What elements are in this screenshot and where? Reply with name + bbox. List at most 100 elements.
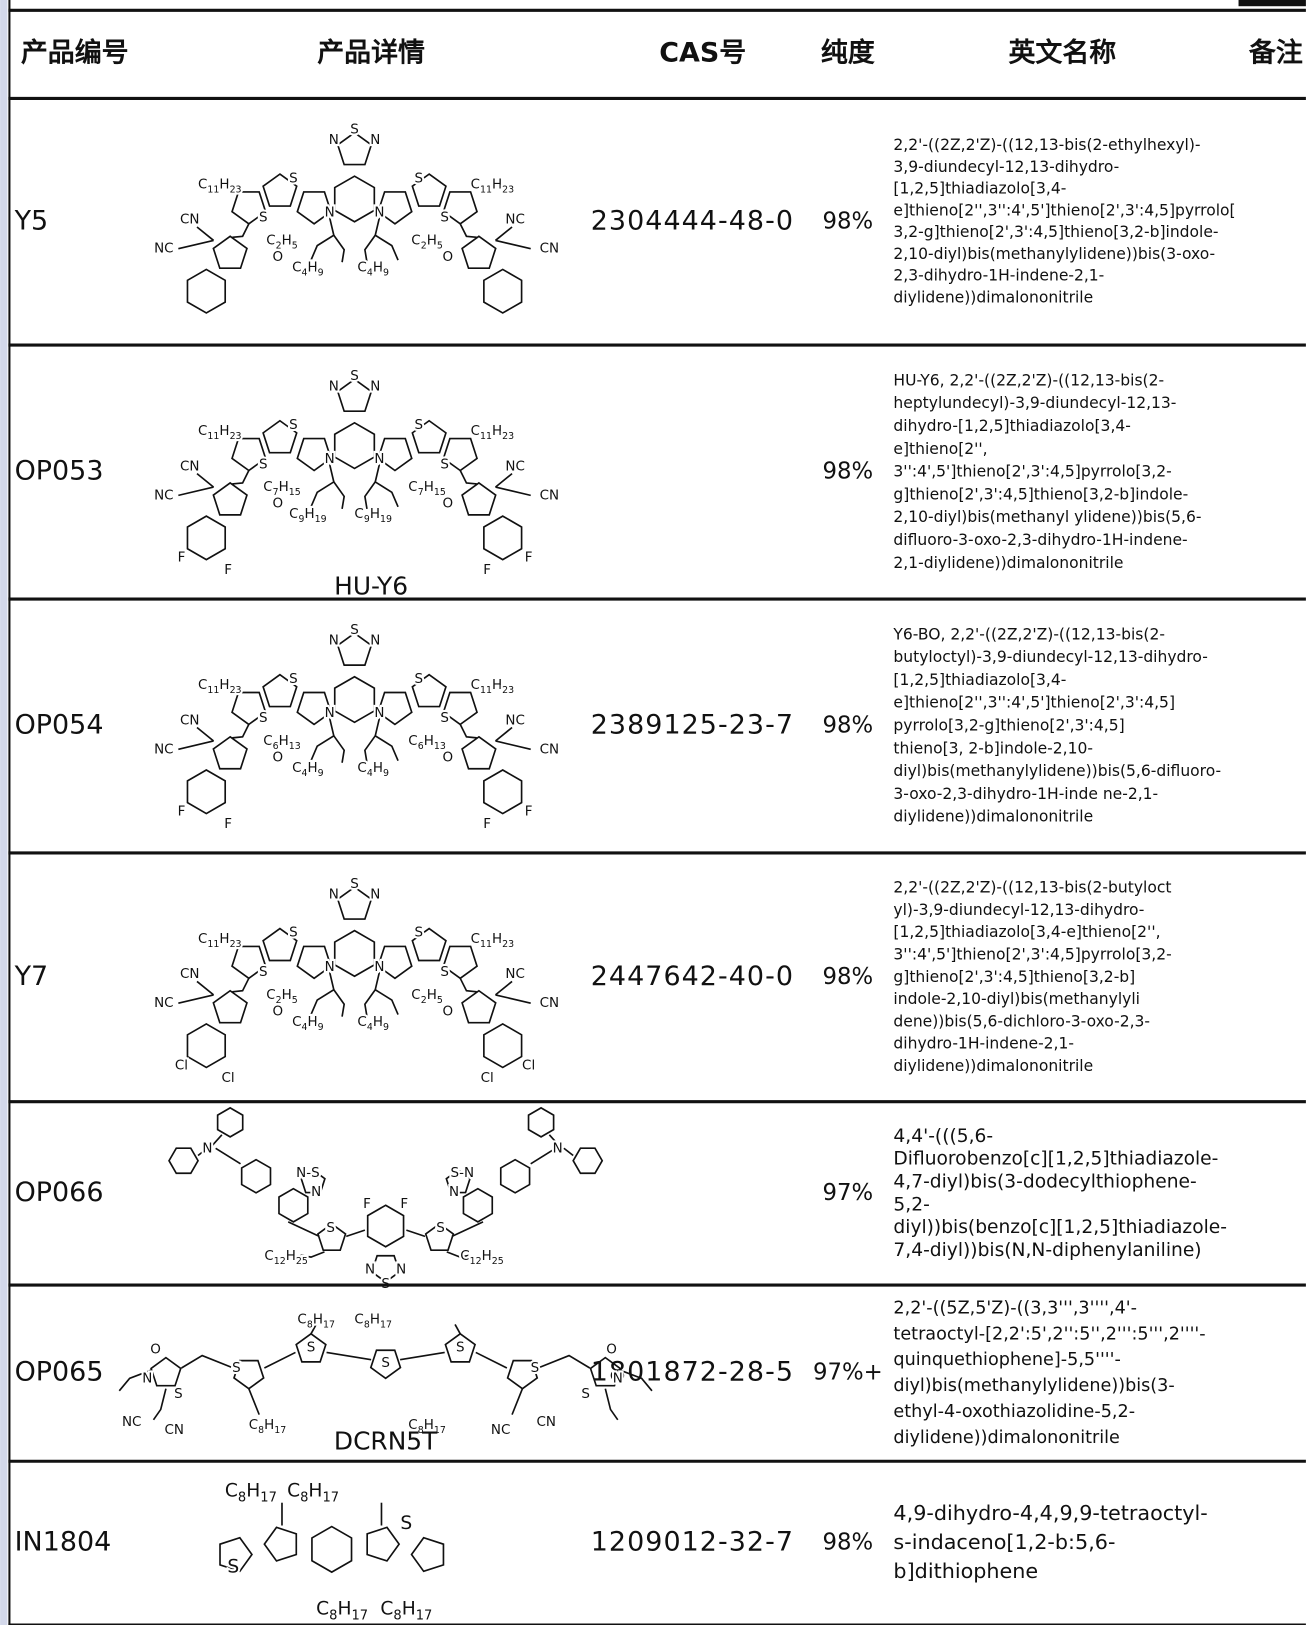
structure-label: S-N <box>451 1165 475 1181</box>
bond <box>451 1221 484 1238</box>
structure-label: C6H13 <box>408 733 446 752</box>
bond <box>240 1158 272 1194</box>
structure-label: C11H23 <box>471 931 515 950</box>
bond <box>231 191 267 225</box>
english-name-line: 2,1-diylidene))dimalononitrile <box>893 554 1123 572</box>
english-name-line: diyl)bis(methanylylidene))bis(3- <box>893 1376 1174 1396</box>
english-name-line: 3,9-diundecyl-12,13-dihydro- <box>893 158 1119 176</box>
structure-label: C8H17 <box>354 1311 392 1330</box>
bond <box>483 268 523 314</box>
structure-label: CN <box>540 487 559 503</box>
structure-label: CN <box>180 212 199 228</box>
structure-label: C8H17 <box>297 1311 335 1330</box>
structure-label: C2H5 <box>266 987 298 1006</box>
structure-label: C4H9 <box>292 760 324 779</box>
bond <box>619 1369 653 1392</box>
structure-label: S <box>227 1556 239 1577</box>
structure-label: N <box>374 959 384 975</box>
bond <box>310 971 335 1015</box>
bond <box>262 927 298 962</box>
product-code: Y5 <box>14 205 49 236</box>
structure-label: N <box>374 451 384 467</box>
structure-label: S <box>415 417 424 433</box>
cas-number: 2304444-48-0 <box>591 205 794 236</box>
structure-label: N <box>449 1184 459 1200</box>
structure-label: O <box>273 750 284 766</box>
bond <box>333 675 376 724</box>
bond <box>150 1356 182 1387</box>
structure-label: S <box>259 964 268 980</box>
header-cell: 英文名称 <box>1008 36 1116 68</box>
bond <box>181 1354 234 1369</box>
bond <box>494 726 513 742</box>
english-name-line: [1,2,5]thiadiazolo[3,4- <box>893 180 1066 198</box>
structure-label: C12H25 <box>460 1248 504 1267</box>
structure-label: O <box>442 249 453 265</box>
structure-label: S <box>350 622 359 638</box>
structure-label: CN <box>180 712 199 728</box>
structure-label: C8H17 <box>316 1598 368 1624</box>
structure-label: S <box>440 964 449 980</box>
bond <box>300 1169 326 1194</box>
bond <box>310 718 335 762</box>
english-name-line: butyloctyl)-3,9-diundecyl-12,13-dihydro- <box>893 648 1207 666</box>
english-name-line: 2,2'-((2Z,2'Z)-((12,13-bis(2-ethylhexyl)… <box>893 136 1200 154</box>
structure-label: C2H5 <box>411 987 443 1006</box>
bond <box>186 268 227 314</box>
structure-label: C4H9 <box>357 259 389 278</box>
structure-label: S <box>350 876 359 892</box>
bond <box>461 481 497 516</box>
structure-label: N-S <box>296 1165 320 1181</box>
product-code: OP054 <box>15 709 104 740</box>
structure-label: O <box>273 249 284 265</box>
structure-label: C4H9 <box>357 1014 389 1033</box>
bond <box>411 927 447 962</box>
bond <box>333 989 346 1017</box>
structure-label: S <box>415 170 424 186</box>
structure-label: F <box>224 562 232 578</box>
purity: 98% <box>823 208 874 234</box>
structure-label: N <box>329 132 339 148</box>
header-cell: 纯度 <box>821 36 875 68</box>
structure-label: C11H23 <box>471 423 515 442</box>
purity: 98% <box>823 459 874 485</box>
structure-label: O <box>273 496 284 512</box>
bond <box>494 980 513 996</box>
bond <box>211 1134 223 1146</box>
english-name-line: Y6-BO, 2,2'-((2Z,2'Z)-((12,13-bis(2- <box>892 625 1165 643</box>
structure-label: C6H13 <box>263 733 301 752</box>
bond <box>295 1332 327 1363</box>
english-name-line: 4,4'-(((5,6- <box>893 1126 993 1147</box>
bond <box>316 1222 347 1251</box>
structure-label: S <box>259 456 268 472</box>
english-name-line: 2,10-diyl)bis(methanyl ylidene))bis(5,6- <box>893 508 1201 526</box>
structure-label: O <box>150 1341 161 1357</box>
structure-label: S <box>440 710 449 726</box>
structure-label: C8H17 <box>225 1480 277 1506</box>
structure-label: NC <box>505 212 524 228</box>
english-name-line: diylidene))dimalononitrile <box>893 808 1093 826</box>
bond <box>300 1251 325 1258</box>
header-cell: 备注 <box>1248 36 1303 68</box>
english-name-line: [1,2,5]thiadiazolo[3,4-e]thieno[2'', <box>893 923 1160 941</box>
structure-label: S <box>415 925 424 941</box>
bond <box>445 1169 471 1194</box>
structure-label: S <box>259 210 268 226</box>
bond <box>548 1134 560 1146</box>
structure-label: O <box>273 1003 284 1019</box>
english-name-line: 3-oxo-2,3-dihydro-1H-inde ne-2,1- <box>893 785 1158 803</box>
bond <box>459 977 477 993</box>
bond <box>333 735 346 763</box>
bond <box>296 691 332 726</box>
bond <box>446 1251 471 1258</box>
structure-label: N <box>374 204 384 220</box>
english-name-line: Difluorobenzo[c][1,2,5]thiadiazole- <box>893 1149 1218 1170</box>
bond <box>231 437 267 472</box>
bond <box>461 735 497 770</box>
purity: 97%+ <box>813 1360 883 1386</box>
bond <box>212 235 248 270</box>
bond <box>461 989 497 1024</box>
structure-label: S <box>259 710 268 726</box>
structure-label: CN <box>540 995 559 1011</box>
structure-label: N <box>142 1370 152 1386</box>
